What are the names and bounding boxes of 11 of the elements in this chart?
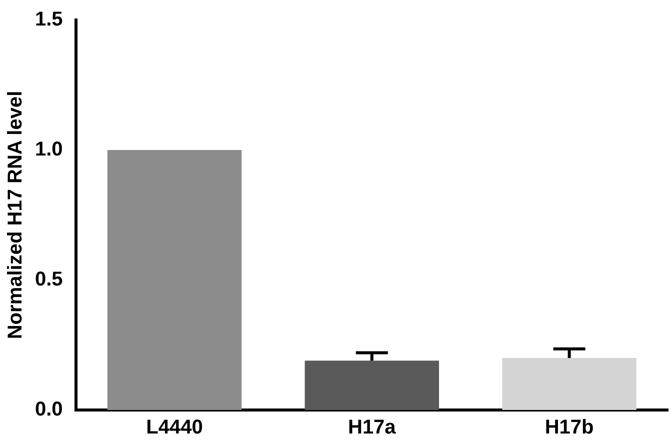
y-tick-label: 1.5	[34, 8, 63, 31]
y-tick-label: 0.5	[34, 268, 63, 291]
bar	[107, 150, 242, 410]
bar	[502, 358, 636, 410]
y-tick-label: 0.0	[34, 398, 63, 421]
bar	[304, 360, 440, 410]
x-tick-label: H17a	[348, 416, 397, 439]
x-tick-label: H17b	[544, 416, 594, 439]
x-tick-label: L4440	[146, 416, 203, 439]
y-axis-title: Normalized H17 RNA level	[4, 90, 27, 340]
y-tick-label: 1.0	[34, 138, 63, 161]
